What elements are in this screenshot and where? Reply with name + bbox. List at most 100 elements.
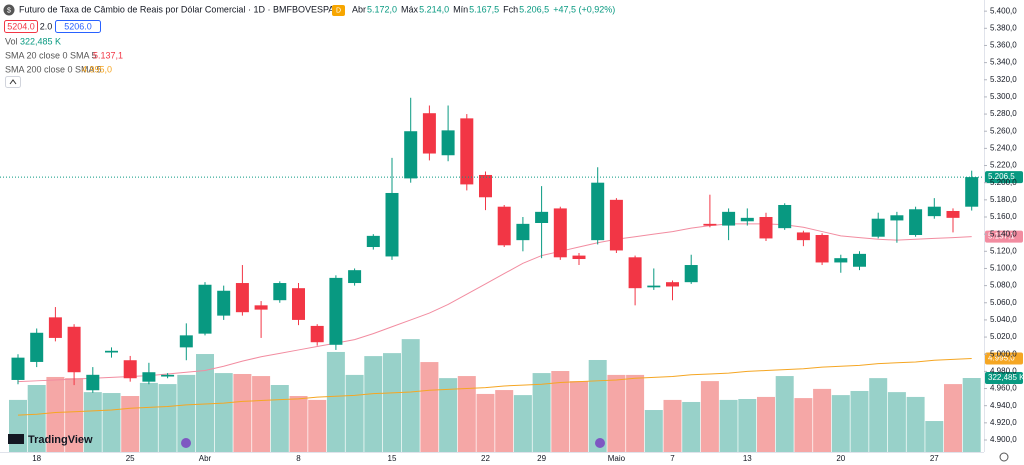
volume-bar: [233, 373, 252, 452]
volume-bar: [420, 362, 439, 452]
price-badge-label: 4.995,0: [988, 354, 1015, 363]
volume-bar: [364, 356, 383, 452]
x-tick-label: 22: [481, 454, 490, 463]
candle-body: [105, 350, 118, 353]
volume-bar: [887, 392, 906, 452]
candle-body: [217, 290, 231, 316]
symbol-icon-glyph: $: [7, 7, 11, 14]
candle-body: [366, 235, 380, 248]
volume-bar: [158, 384, 177, 452]
volume-bar: [663, 399, 682, 452]
candle-body: [422, 113, 436, 154]
event-icon[interactable]: [181, 438, 191, 448]
y-tick-label: 5.300,0: [990, 92, 1017, 101]
badge: [332, 5, 345, 16]
collapse-button[interactable]: [5, 76, 21, 88]
sell-button[interactable]: [4, 20, 38, 33]
candle-body: [30, 332, 44, 362]
stat-value: 5.214,0: [419, 4, 449, 14]
candle-body: [628, 257, 642, 289]
candle-body: [591, 182, 605, 241]
candle-body: [385, 192, 399, 257]
y-tick-label: 5.060,0: [990, 298, 1017, 307]
axis-border: [984, 0, 985, 452]
y-tick-label: 5.160,0: [990, 212, 1017, 221]
volume-bar: [102, 393, 121, 452]
y-tick-label: 5.040,0: [990, 315, 1017, 324]
volume-bar: [513, 395, 532, 452]
y-tick-label: 5.080,0: [990, 281, 1017, 290]
candle-body: [329, 277, 343, 345]
volume-bar: [644, 410, 663, 452]
y-tick-label: 5.120,0: [990, 246, 1017, 255]
sell-price[interactable]: 5204.0: [7, 21, 35, 31]
volume-bar: [289, 396, 308, 452]
price-badge: [985, 352, 1023, 365]
volume-bar: [196, 354, 214, 452]
candle-body: [11, 357, 25, 380]
volume-bar: [682, 401, 701, 452]
y-tick-label: 5.280,0: [990, 109, 1017, 118]
candle-body: [254, 305, 268, 310]
volume-bar: [906, 396, 925, 452]
x-tick-label: Abr: [199, 454, 212, 463]
y-tick-label: 4.900,0: [990, 435, 1017, 444]
candle-body: [871, 218, 885, 237]
volume-bar: [345, 374, 364, 452]
volume-bar: [570, 381, 588, 452]
x-tick-label: 7: [670, 454, 675, 463]
volume-bar: [944, 384, 962, 452]
candle-body: [235, 283, 249, 313]
candle-body: [179, 335, 193, 348]
candle-body: [441, 130, 455, 156]
price-badge-label: 5.137,1: [988, 232, 1015, 241]
spread: 2.0: [40, 21, 53, 31]
sma-line: [17, 223, 972, 383]
volume-bar: [476, 393, 495, 452]
candle-body: [965, 177, 979, 207]
price-badge-label: 5.206,5: [988, 172, 1015, 181]
y-tick-label: 5.400,0: [990, 6, 1017, 15]
y-tick-label: 5.020,0: [990, 332, 1017, 341]
price-badge-label: 322,485 K: [988, 373, 1024, 382]
volume-bar: [775, 376, 794, 452]
volume-bar: [532, 373, 551, 452]
x-tick-label: 13: [743, 454, 752, 463]
x-tick-label: 15: [388, 454, 397, 463]
y-tick-label: 5.240,0: [990, 143, 1017, 152]
volume-bar: [252, 376, 271, 452]
volume-bar: [308, 399, 327, 452]
volume-bar: [700, 381, 719, 452]
volume-bar: [439, 378, 458, 452]
y-tick-label: 5.260,0: [990, 126, 1017, 135]
y-tick-label: 5.380,0: [990, 23, 1017, 32]
candle-body: [927, 206, 941, 217]
volume-bar: [270, 385, 289, 452]
candle-body: [572, 255, 586, 260]
candle-body: [853, 253, 866, 267]
volume-bar: [139, 382, 158, 452]
y-tick-label: 4.940,0: [990, 401, 1017, 410]
candle-body: [759, 216, 773, 239]
volume-bar: [831, 395, 850, 452]
candle-body: [834, 258, 848, 263]
settings-icon[interactable]: [999, 452, 1009, 462]
event-icon[interactable]: [595, 438, 605, 448]
candle-body: [48, 317, 62, 338]
candle-body: [946, 210, 960, 218]
volume-bar: [813, 388, 832, 452]
price-badge: [985, 171, 1023, 184]
buy-button[interactable]: [55, 20, 101, 33]
axis-border: [0, 452, 984, 453]
candle-body: [647, 285, 661, 288]
volume-bar: [326, 351, 345, 452]
candle-body: [890, 215, 904, 221]
y-tick-label: 5.100,0: [990, 264, 1017, 273]
candle-body: [273, 283, 287, 301]
buy-price[interactable]: 5206.0: [64, 21, 92, 31]
y-tick-label: 5.340,0: [990, 58, 1017, 67]
volume-bar: [869, 378, 888, 452]
candle-body: [722, 211, 736, 226]
volume-bar: [607, 374, 626, 452]
